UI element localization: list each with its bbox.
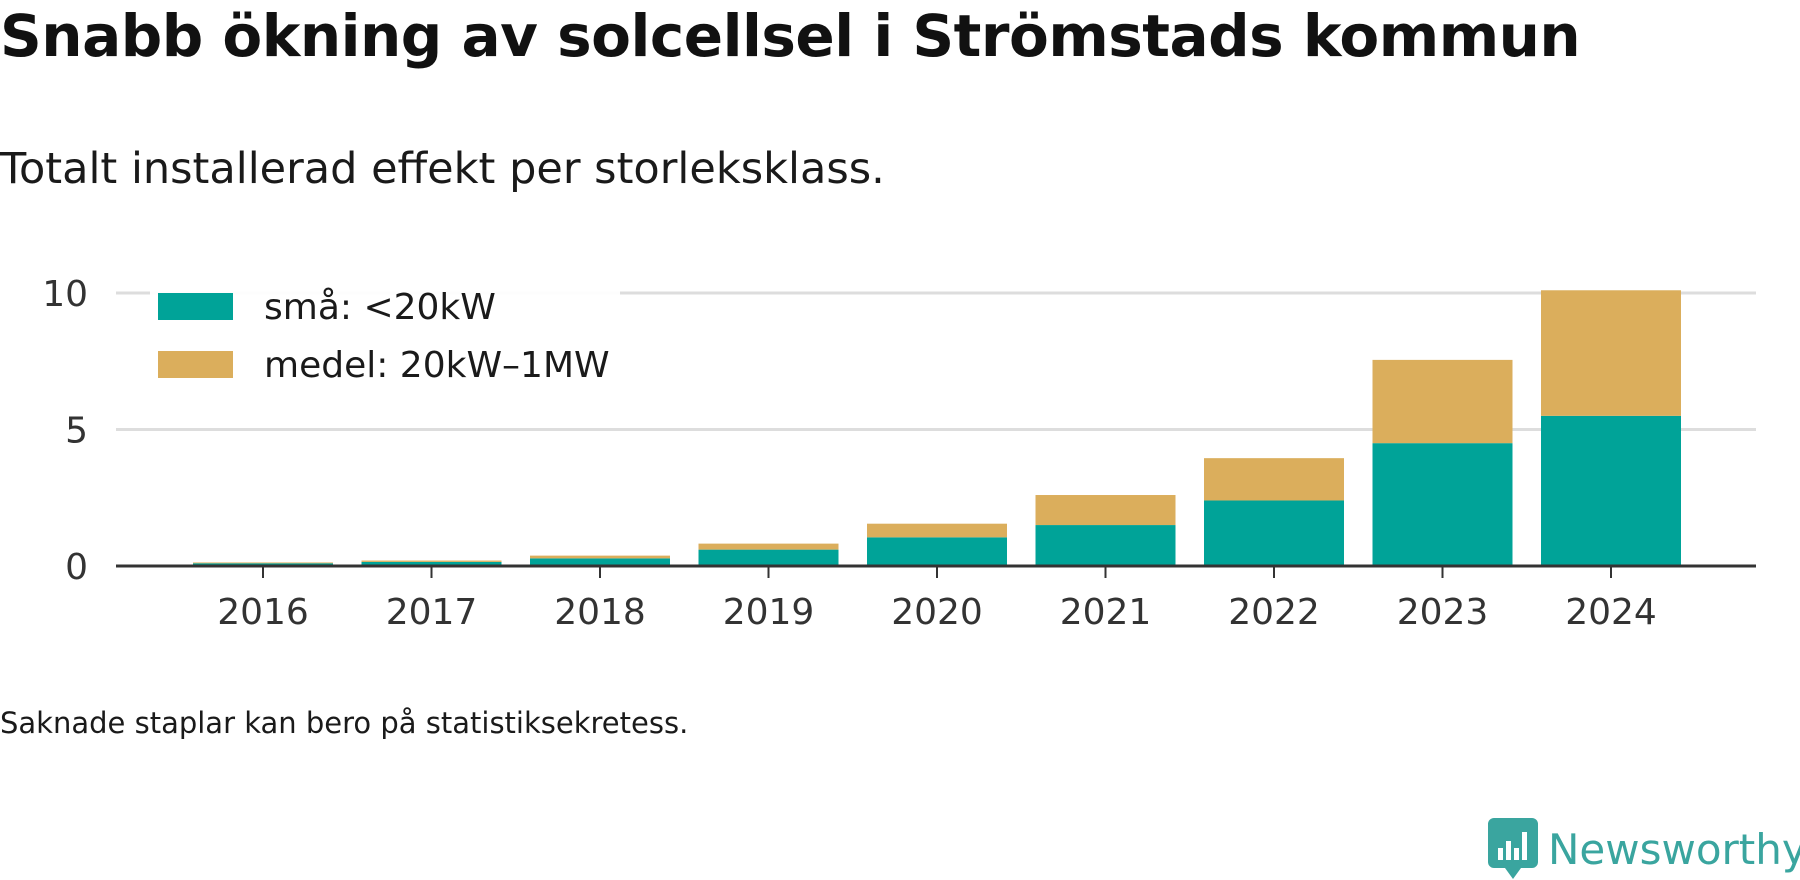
bar-segment-sma [867, 537, 1007, 566]
legend-swatch [158, 351, 233, 378]
bar-segment-sma [1035, 525, 1176, 566]
stacked-bar-chart: 0 5 10 2016 2017 2018 2019 2020 2021 2022 2023 202… [42, 274, 1756, 633]
brand-name: Newsworthy [1548, 824, 1800, 874]
y-tick-label: 5 [65, 411, 88, 452]
bar-segment-sma [1372, 443, 1513, 566]
bar-segment-medel [193, 562, 333, 564]
x-tick-label: 2023 [1397, 592, 1489, 633]
x-tick-label: 2016 [217, 592, 309, 633]
x-tick-label: 2019 [723, 592, 815, 633]
bar-segment-sma [1541, 415, 1681, 566]
y-axis-tick-labels: 0 5 10 [42, 274, 88, 588]
bar-segment-medel [698, 543, 839, 550]
bar-segment-sma [361, 561, 502, 566]
chart-title: Snabb ökning av solcellsel i Strömstads … [0, 2, 1581, 70]
bar-segment-medel [1541, 290, 1681, 416]
y-tick-label: 10 [42, 274, 88, 315]
newsworthy-logo-icon [1488, 818, 1538, 879]
x-tick-label: 2017 [386, 592, 478, 633]
bar-segment-medel [1035, 495, 1176, 526]
bar-segment-medel [361, 560, 502, 562]
x-tick-label: 2021 [1060, 592, 1152, 633]
bar-segment-medel [1372, 359, 1513, 444]
x-tick-label: 2020 [891, 592, 983, 633]
bar-segment-medel [867, 523, 1007, 538]
legend: små: <20kW medel: 20kW–1MW [150, 282, 620, 394]
x-tick-label: 2018 [554, 592, 646, 633]
bar-segment-medel [530, 555, 670, 559]
legend-label: medel: 20kW–1MW [264, 345, 610, 386]
x-axis [116, 564, 1756, 578]
legend-swatch [158, 293, 233, 320]
x-tick-label: 2022 [1228, 592, 1320, 633]
bars [193, 290, 1681, 566]
x-tick-label: 2024 [1565, 592, 1657, 633]
bar-segment-medel [1204, 458, 1344, 501]
brand-logo: Newsworthy [1488, 818, 1800, 880]
bar-segment-sma [1204, 500, 1344, 566]
x-axis-tick-labels: 2016 2017 2018 2019 2020 2021 2022 2023 2024 [217, 592, 1657, 633]
footnote: Saknade staplar kan bero på statistiksek… [0, 706, 689, 740]
legend-label: små: <20kW [264, 287, 496, 328]
y-tick-label: 0 [65, 547, 88, 588]
bar-segment-sma [698, 549, 839, 566]
chart-subtitle: Totalt installerad effekt per storlekskl… [0, 144, 885, 194]
bar-segment-sma [530, 558, 670, 566]
